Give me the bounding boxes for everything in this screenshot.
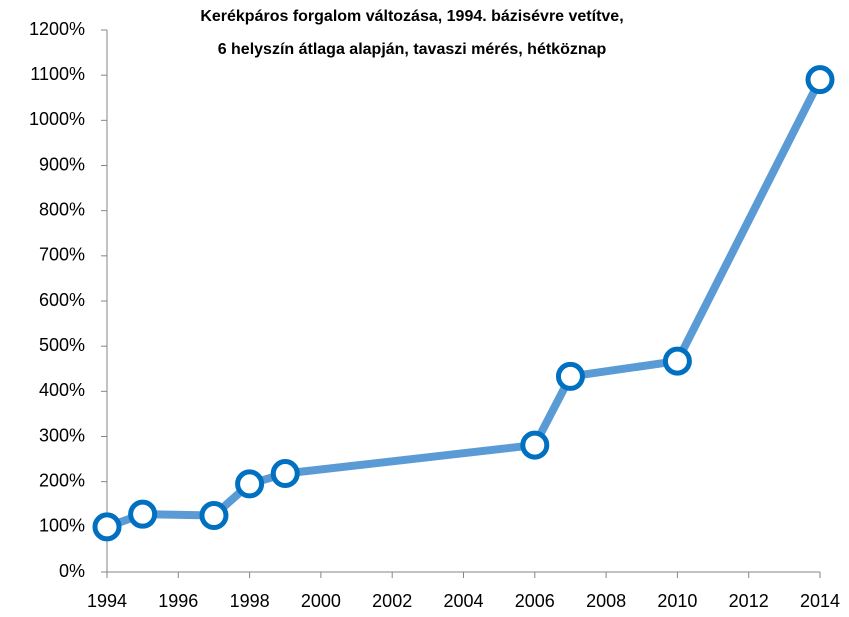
marker — [199, 501, 229, 531]
marker — [270, 459, 300, 489]
marker — [520, 430, 550, 460]
y-tick-label: 600% — [39, 290, 85, 310]
y-tick-label: 1200% — [29, 19, 85, 39]
y-tick-label: 800% — [39, 199, 85, 219]
chart-title: Kerékpáros forgalom változása, 1994. báz… — [200, 8, 623, 25]
marker — [555, 361, 585, 391]
chart-title: 6 helyszín átlaga alapján, tavaszi mérés… — [218, 41, 607, 58]
marker — [805, 65, 835, 95]
y-tick-label: 900% — [39, 154, 85, 174]
y-tick-label: 100% — [39, 516, 85, 536]
x-tick-label: 2014 — [800, 591, 840, 611]
x-tick-label: 2012 — [729, 591, 769, 611]
x-tick-label: 1998 — [230, 591, 270, 611]
series-line — [105, 77, 824, 531]
x-tick-label: 2008 — [586, 591, 626, 611]
y-tick-label: 200% — [39, 470, 85, 490]
x-tick-label: 2006 — [515, 591, 555, 611]
y-tick-label: 500% — [39, 335, 85, 355]
x-tick-label: 2000 — [301, 591, 341, 611]
x-tick-label: 2010 — [657, 591, 697, 611]
y-tick-label: 1100% — [30, 64, 85, 84]
marker — [92, 512, 122, 542]
y-tick-label: 0% — [59, 561, 85, 581]
x-tick-label: 2004 — [443, 591, 483, 611]
marker — [662, 346, 692, 376]
y-tick-label: 300% — [39, 425, 85, 445]
y-tick-label: 1000% — [29, 109, 85, 129]
y-tick-label: 400% — [39, 380, 85, 400]
marker — [235, 469, 265, 499]
x-tick-label: 2002 — [372, 591, 412, 611]
y-tick-label: 700% — [39, 245, 85, 265]
x-tick-label: 1996 — [158, 591, 198, 611]
marker — [128, 499, 158, 529]
x-tick-label: 1994 — [87, 591, 127, 611]
